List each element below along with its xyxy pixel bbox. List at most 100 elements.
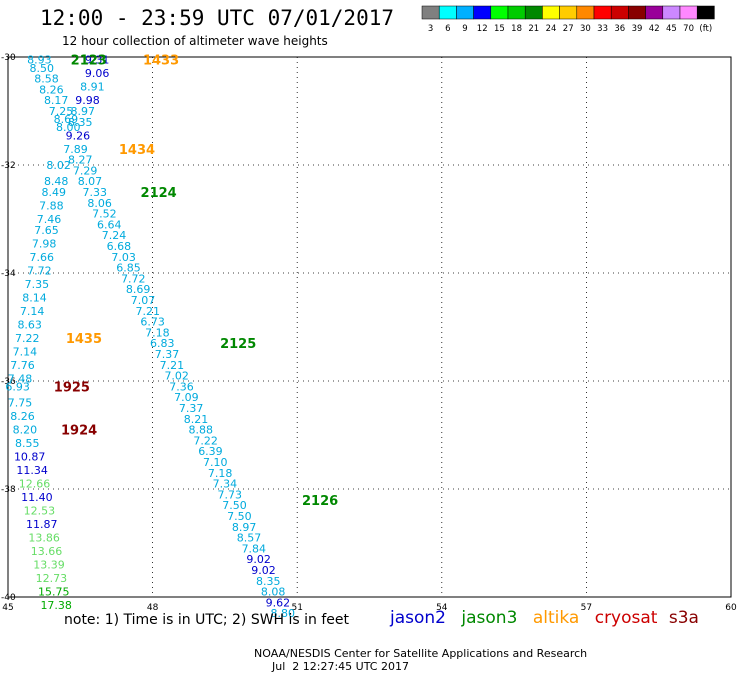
scale-label: 30 <box>580 24 591 34</box>
wave-height-value: 8.97 <box>232 521 257 534</box>
map-frame <box>7 56 732 598</box>
wave-height-value: 7.36 <box>169 380 194 393</box>
wave-height-value: 6.85 <box>116 262 141 275</box>
wave-height-value: 7.52 <box>92 208 117 221</box>
pass-time-label: 1434 <box>119 143 155 158</box>
scale-swatch <box>456 5 474 20</box>
x-tick-label: 54 <box>436 603 448 613</box>
scale-label: 24 <box>546 24 557 34</box>
legend-altika: altika <box>532 608 580 628</box>
scale-label: 9 <box>462 24 467 34</box>
wave-height-value: 8.35 <box>256 575 281 588</box>
scale-swatch <box>679 5 698 20</box>
pass-time-label: 1433 <box>143 54 179 69</box>
wave-height-value: 7.50 <box>227 510 252 523</box>
wave-height-value: 7.35 <box>25 278 50 291</box>
scale-swatch <box>662 5 681 20</box>
wave-height-value: 7.33 <box>83 186 108 199</box>
scale-label: 12 <box>477 24 488 34</box>
wave-height-value: 11.34 <box>16 464 48 477</box>
scale-swatch <box>559 5 578 20</box>
scale-swatch <box>524 5 543 20</box>
wave-height-value: 7.76 <box>10 359 35 372</box>
wave-height-value: 8.93 <box>27 54 52 67</box>
wave-height-value: 9.98 <box>75 94 100 107</box>
wave-height-value: 6.68 <box>107 240 132 253</box>
wave-height-value: 12.53 <box>24 505 56 518</box>
scale-swatch <box>610 5 629 20</box>
wave-height-value: 7.09 <box>174 391 199 404</box>
wave-height-value: 7.14 <box>13 345 38 358</box>
pass-time-labels: 2123 1433 1434 2124 1435 2125 1925 1924 2126 <box>54 54 338 509</box>
wave-height-value: 7.25 <box>49 105 74 118</box>
wave-height-value: 7.65 <box>34 224 59 237</box>
scale-label: 6 <box>445 24 450 34</box>
wave-height-value: 8.50 <box>29 62 54 75</box>
y-tick-label: -38 <box>1 485 16 495</box>
wave-height-value: 7.73 <box>217 488 242 501</box>
legend-cryosat: cryosat <box>594 608 658 628</box>
wave-height-value: 7.37 <box>155 348 180 361</box>
wave-height-value: 11.87 <box>26 518 58 531</box>
wave-height-value: 8.49 <box>42 186 67 199</box>
wave-height-observations: 8.938.508.588.268.177.258.698.008.028.48… <box>5 54 295 621</box>
wave-height-value: 7.75 <box>8 397 33 410</box>
wave-height-value: 9.62 <box>266 596 291 609</box>
graticule: 45 48 51 54 57 60 -30 -32 -34 -36 -38 -40 <box>1 53 737 613</box>
wave-height-value: 7.84 <box>242 542 267 555</box>
wave-height-value: 6.73 <box>140 316 165 329</box>
scale-label: 39 <box>632 24 643 34</box>
wave-height-value: 8.91 <box>80 81 105 94</box>
y-tick-label: -32 <box>1 161 16 171</box>
scale-swatch <box>696 5 715 20</box>
footer-credit: NOAA/NESDIS Center for Satellite Applica… <box>240 634 587 686</box>
wave-height-value: 7.18 <box>145 326 170 339</box>
pass-time-label: 2123 <box>71 54 107 69</box>
wave-height-value: 13.39 <box>33 559 65 572</box>
pass-time-label: 2126 <box>302 494 338 509</box>
footer-note: note: 1) Time is in UTC; 2) SWH is in fe… <box>64 612 350 628</box>
wave-height-value: 12.66 <box>19 478 51 491</box>
wave-height-value: 8.08 <box>261 586 286 599</box>
wave-height-value: 7.88 <box>39 200 64 213</box>
timestamp: Jul 2 12:27:45 UTC 2017 <box>272 660 409 673</box>
wave-height-value: 7.89 <box>63 143 88 156</box>
wave-height-value: 12.73 <box>36 572 68 585</box>
wave-height-value: 8.69 <box>54 113 79 126</box>
wave-height-value: 15.75 <box>38 586 70 599</box>
wave-height-value: 7.22 <box>193 434 218 447</box>
x-tick-label: 57 <box>581 603 592 613</box>
wave-height-value: 7.21 <box>160 359 185 372</box>
wave-height-value: 8.17 <box>44 94 69 107</box>
wave-height-value: 8.26 <box>10 410 35 423</box>
wave-height-value: 7.48 <box>8 372 33 385</box>
page-title: 12:00 - 23:59 UTC 07/01/2017 <box>40 6 395 30</box>
wave-height-value: 9.02 <box>251 564 276 577</box>
scale-label: 18 <box>511 24 522 34</box>
wave-height-value: 17.38 <box>40 599 72 612</box>
wave-height-value: 7.50 <box>222 499 247 512</box>
x-tick-label: 51 <box>291 603 302 613</box>
wave-height-value: 7.66 <box>29 251 54 264</box>
wave-height-value: 8.20 <box>13 424 38 437</box>
wave-height-value: 7.18 <box>208 467 233 480</box>
wave-height-value: 8.97 <box>70 105 95 118</box>
color-scale: 3 6 9 12 15 18 21 24 27 30 33 36 39 42 45 70 (ft) <box>421 5 715 34</box>
wave-height-value: 7.72 <box>121 272 146 285</box>
y-tick-label: -36 <box>1 377 16 387</box>
map-container: 12:00 - 23:59 UTC 07/01/2017 12 hour col… <box>1 5 737 673</box>
wave-height-value: 7.98 <box>32 237 57 250</box>
wave-height-value: 6.83 <box>150 337 175 350</box>
wave-height-value: 8.48 <box>44 175 69 188</box>
wave-height-value: 7.72 <box>27 264 52 277</box>
wave-height-value: 8.07 <box>78 175 103 188</box>
wave-height-value: 6.93 <box>5 380 30 393</box>
x-tick-label: 48 <box>147 603 159 613</box>
wave-height-value: 8.55 <box>15 437 40 450</box>
scale-swatch <box>645 5 664 20</box>
scale-swatch <box>628 5 646 20</box>
wave-height-value: 11.40 <box>21 491 53 504</box>
wave-height-value: 13.86 <box>28 532 60 545</box>
wave-height-value: 7.03 <box>111 251 136 264</box>
wave-height-value: 8.35 <box>68 116 93 129</box>
